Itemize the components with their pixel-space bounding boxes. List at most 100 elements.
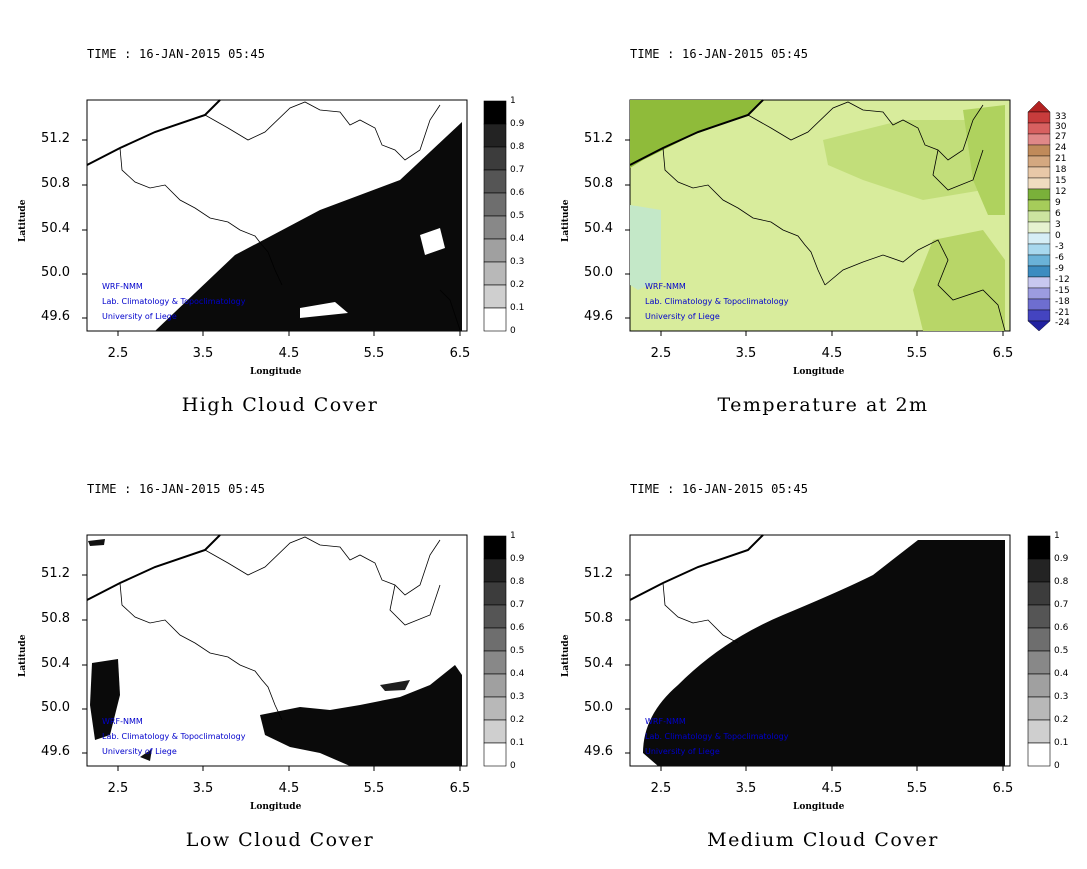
country-border xyxy=(119,582,283,721)
colorbar-tick: 0.5 xyxy=(1054,646,1069,656)
y-axis-label: Latitude xyxy=(561,634,571,677)
xtick-label: 4.5 xyxy=(278,781,300,796)
colorbar-tick: 0 xyxy=(510,761,516,771)
colorbar-tick: 27 xyxy=(1055,132,1067,142)
cloud-area xyxy=(380,680,410,691)
y-axis-label: Latitude xyxy=(561,199,571,242)
cloud-area xyxy=(140,749,152,761)
colorbar-tick: 0.8 xyxy=(510,142,525,152)
colorbar-tick: 0.5 xyxy=(510,646,525,656)
country-border xyxy=(204,101,441,161)
xtick-label: 5.5 xyxy=(363,346,385,361)
xtick-label: 4.5 xyxy=(278,346,300,361)
x-axis-label: Longitude xyxy=(250,367,302,377)
colorbar-tick: -9 xyxy=(1055,264,1064,274)
temperature-field xyxy=(963,105,1005,215)
y-axis-label: Latitude xyxy=(18,634,28,677)
map-medium-cloud xyxy=(625,534,1051,771)
colorbar-tick: 0.9 xyxy=(510,554,525,564)
country-border xyxy=(204,536,441,596)
colorbar-tick: 0.8 xyxy=(1054,577,1069,587)
colorbar-tick: 0 xyxy=(1054,761,1060,771)
xtick-label: 6.5 xyxy=(992,346,1014,361)
xtick-label: 6.5 xyxy=(449,781,471,796)
colorbar-tick: -15 xyxy=(1055,286,1070,296)
ytick-label: 51.2 xyxy=(584,566,613,581)
coastline xyxy=(629,534,764,601)
colorbar-tick: 0.6 xyxy=(510,188,525,198)
country-border xyxy=(824,239,1006,332)
ytick-label: 50.4 xyxy=(584,656,613,671)
ytick-label: 50.0 xyxy=(584,265,613,280)
ytick-label: 50.0 xyxy=(41,700,70,715)
xtick-label: 2.5 xyxy=(650,346,672,361)
ytick-label: 50.0 xyxy=(584,700,613,715)
credit-lab: Lab. Climatology & Topoclimatology xyxy=(645,732,789,741)
x-axis-label: Longitude xyxy=(250,802,302,812)
country-border xyxy=(439,289,461,331)
xtick-label: 5.5 xyxy=(363,781,385,796)
colorbar-tick: 6 xyxy=(1055,209,1061,219)
colorbar-tick: 0.4 xyxy=(1054,669,1069,679)
colorbar-tick: 0.4 xyxy=(510,234,525,244)
ytick-label: 50.8 xyxy=(41,611,70,626)
ytick-label: 50.8 xyxy=(584,611,613,626)
xtick-label: 5.5 xyxy=(906,346,928,361)
xtick-label: 6.5 xyxy=(992,781,1014,796)
xtick-label: 3.5 xyxy=(735,781,757,796)
colorbar-tick: 0.6 xyxy=(510,623,525,633)
map-low-cloud xyxy=(82,534,507,771)
credit-model: WRF-NMM xyxy=(102,717,143,726)
time-label: TIME : 16-JAN-2015 05:45 xyxy=(630,47,809,61)
credit-university: University of Liege xyxy=(102,312,177,321)
colorbar-tick: 0.5 xyxy=(510,211,525,221)
cloud-area xyxy=(88,539,105,546)
credit-model: WRF-NMM xyxy=(645,282,686,291)
colorbar-tick: -24 xyxy=(1055,318,1070,328)
colorbar xyxy=(483,535,507,767)
colorbar-tick: 1 xyxy=(1054,531,1060,541)
colorbar-tick: 0.2 xyxy=(510,715,525,725)
colorbar-tick: -12 xyxy=(1055,275,1070,285)
ytick-label: 51.2 xyxy=(584,131,613,146)
panel-title: High Cloud Cover xyxy=(181,394,379,416)
xtick-label: 5.5 xyxy=(906,781,928,796)
xtick-label: 4.5 xyxy=(821,781,843,796)
ytick-label: 49.6 xyxy=(584,744,613,759)
colorbar-tick: 0.7 xyxy=(1054,600,1069,610)
credit-lab: Lab. Climatology & Topoclimatology xyxy=(645,297,789,306)
colorbar-tick: 1 xyxy=(510,96,516,106)
country-border xyxy=(119,147,283,286)
colorbar-tick: 0.8 xyxy=(510,577,525,587)
colorbar xyxy=(483,100,507,332)
colorbar-tick: 0.9 xyxy=(510,119,525,129)
colorbar-tick: 0.1 xyxy=(510,303,525,313)
colorbar-tick: -21 xyxy=(1055,308,1070,318)
cloud-area xyxy=(260,665,462,766)
colorbar-tick: 0.1 xyxy=(1054,738,1069,748)
colorbar-tick: 0.2 xyxy=(1054,715,1069,725)
time-label: TIME : 16-JAN-2015 05:45 xyxy=(87,47,266,61)
colorbar-tick: 0.6 xyxy=(1054,623,1069,633)
colorbar-tick: 0.3 xyxy=(510,257,525,267)
colorbar-tick: 0 xyxy=(1055,231,1061,241)
x-axis-label: Longitude xyxy=(793,802,845,812)
xtick-label: 2.5 xyxy=(650,781,672,796)
time-label: TIME : 16-JAN-2015 05:45 xyxy=(87,482,266,496)
y-axis-label: Latitude xyxy=(18,199,28,242)
credit-lab: Lab. Climatology & Topoclimatology xyxy=(102,732,246,741)
colorbar xyxy=(1027,535,1051,767)
colorbar-tick: 3 xyxy=(1055,220,1061,230)
ytick-label: 50.8 xyxy=(584,176,613,191)
temperature-field xyxy=(913,230,1005,331)
credit-lab: Lab. Climatology & Topoclimatology xyxy=(102,297,246,306)
country-border xyxy=(662,147,826,286)
credit-university: University of Liege xyxy=(645,747,720,756)
xtick-label: 4.5 xyxy=(821,346,843,361)
ytick-label: 50.0 xyxy=(41,265,70,280)
colorbar-tick: 0.3 xyxy=(510,692,525,702)
colorbar-tick: 15 xyxy=(1055,176,1067,186)
panel-temperature: TIME : 16-JAN-2015 05:45 xyxy=(543,0,1083,430)
country-border xyxy=(389,584,441,626)
colorbar-tick: 1 xyxy=(510,531,516,541)
